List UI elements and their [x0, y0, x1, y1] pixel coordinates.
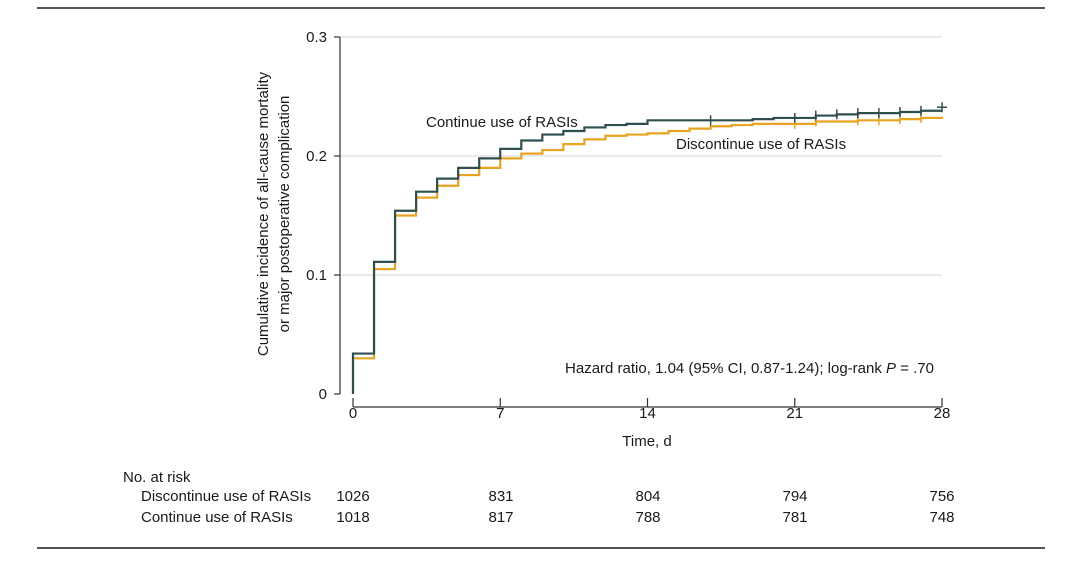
x-tick-label: 21	[786, 405, 803, 422]
km-curve-continue	[351, 109, 942, 394]
bottom-rule	[37, 547, 1045, 549]
risk-value: 788	[635, 509, 660, 526]
x-axis-label: Time, d	[622, 433, 671, 450]
y-axis-label-line-2: or major postoperative complication	[276, 96, 293, 333]
x-tick-label: 14	[639, 405, 656, 422]
x-ticks: 0 7 14 21 28	[349, 398, 951, 422]
risk-value: 817	[488, 509, 513, 526]
risk-value: 831	[488, 488, 513, 505]
x-tick-label: 0	[349, 405, 357, 422]
km-curve-discontinue	[351, 116, 944, 394]
y-tick-label: 0.2	[306, 148, 327, 165]
risk-value: 794	[782, 488, 807, 505]
x-tick-label: 7	[496, 405, 504, 422]
risk-row-label-continue: Continue use of RASIs	[141, 509, 293, 526]
hazard-ratio-annotation: Hazard ratio, 1.04 (95% CI, 0.87-1.24); …	[565, 360, 934, 377]
risk-value: 756	[929, 488, 954, 505]
annotation-p-symbol: P	[886, 360, 896, 377]
axes	[339, 37, 942, 408]
annotation-p-value: = .70	[896, 360, 934, 377]
risk-table-title: No. at risk	[123, 469, 191, 486]
series-label-continue: Continue use of RASIs	[426, 114, 578, 131]
risk-value: 1026	[336, 488, 369, 505]
x-tick-label: 28	[934, 405, 951, 422]
risk-table: No. at risk Discontinue use of RASIs Con…	[123, 469, 955, 526]
y-tick-label: 0.1	[306, 267, 327, 284]
risk-value: 748	[929, 509, 954, 526]
risk-value: 804	[635, 488, 660, 505]
top-rule	[37, 7, 1045, 9]
survival-curves	[351, 102, 947, 394]
y-axis-label-line-1: Cumulative incidence of all-cause mortal…	[255, 71, 272, 356]
annotation-text: Hazard ratio, 1.04 (95% CI, 0.87-1.24); …	[565, 360, 886, 377]
y-ticks: 0 0.1 0.2 0.3	[306, 29, 340, 403]
risk-row-label-discontinue: Discontinue use of RASIs	[141, 488, 311, 505]
y-tick-label: 0.3	[306, 29, 327, 46]
risk-value: 781	[782, 509, 807, 526]
risk-value: 1018	[336, 509, 369, 526]
series-label-discontinue: Discontinue use of RASIs	[676, 136, 846, 153]
gridlines	[340, 36, 942, 276]
y-tick-label: 0	[319, 386, 327, 403]
